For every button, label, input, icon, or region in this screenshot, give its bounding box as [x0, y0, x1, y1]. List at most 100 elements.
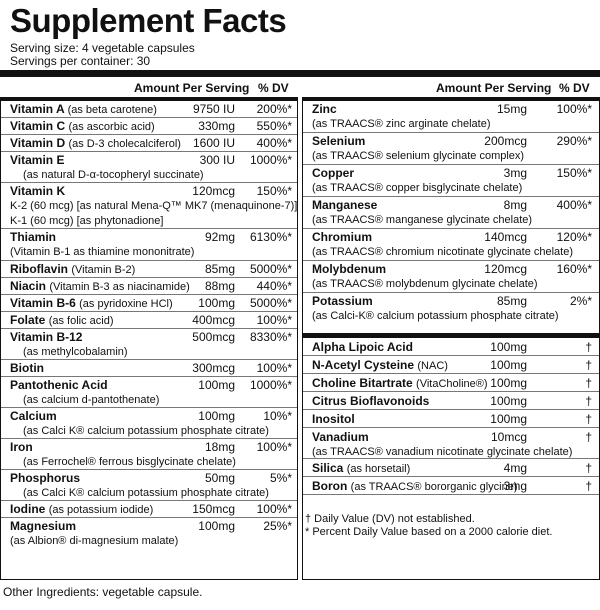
- nutrient-name: N-Acetyl Cysteine (NAC): [312, 358, 448, 374]
- nutrient-name-text: Citrus Bioflavonoids: [312, 394, 430, 408]
- nutrient-row: Calcium 100mg 10%* (as Calci K® calcium pot…: [1, 408, 297, 439]
- nutrient-source-line: (as Calci K® calcium potassium phosphate…: [1, 424, 297, 439]
- nutrient-dv: 400%*: [256, 136, 292, 150]
- nutrient-main-line: Vitamin B-12 500mcg 8330%*: [1, 330, 297, 345]
- nutrient-dv: †: [585, 430, 592, 444]
- nutrient-amount: 100mg: [490, 412, 527, 426]
- right-amount-header: Amount Per Serving: [436, 81, 552, 95]
- nutrient-amount: 120mcg: [192, 184, 235, 198]
- nutrient-row: Alpha Lipoic Acid 100mg †: [303, 338, 599, 356]
- nutrient-name: Alpha Lipoic Acid: [312, 340, 413, 355]
- nutrient-dv: 440%*: [256, 279, 292, 293]
- nutrient-name: Vitamin K: [10, 184, 65, 199]
- nutrient-dv: †: [585, 340, 592, 354]
- nutrient-name: Pantothenic Acid: [10, 378, 108, 393]
- nutrient-qualifier: (as pyridoxine HCl): [79, 298, 173, 310]
- nutrient-dv: 100%*: [256, 502, 292, 516]
- nutrient-source-line: (as methylcobalamin): [1, 345, 297, 360]
- left-nutrient-column: Vitamin A (as beta carotene) 9750 IU 200%*…: [0, 101, 298, 580]
- nutrient-amount: 300 IU: [199, 153, 235, 167]
- nutrient-source: (as calcium d-pantothenate): [23, 394, 160, 406]
- nutrient-dv: †: [585, 461, 592, 475]
- nutrient-name-text: Selenium: [312, 134, 366, 148]
- nutrient-name-text: Pantothenic Acid: [10, 378, 108, 392]
- nutrient-name: Calcium: [10, 409, 57, 424]
- nutrient-name: Vitamin A (as beta carotene): [10, 102, 157, 118]
- nutrient-amount: 85mg: [496, 294, 527, 308]
- servings-per-container: Servings per container: 30: [10, 54, 151, 68]
- nutrient-row: Molybdenum 120mcg 160%* (as TRAACS® molybde…: [303, 261, 599, 293]
- nutrient-name: Manganese: [312, 198, 377, 213]
- nutrient-dv: 10%*: [263, 409, 292, 423]
- nutrient-name-text: Thiamin: [10, 230, 57, 244]
- nutrient-amount: 50mg: [204, 471, 235, 485]
- nutrient-source: (as TRAACS® vanadium nicotinate glycinat…: [312, 446, 573, 458]
- nutrient-name-text: Phosphorus: [10, 471, 81, 485]
- nutrient-name: Potassium: [312, 294, 373, 309]
- nutrient-dv: 120%*: [556, 230, 592, 244]
- nutrient-amount: 3mg: [503, 479, 527, 493]
- nutrient-row: Niacin (Vitamin B-3 as niacinamide) 88mg 4…: [1, 278, 297, 295]
- nutrient-name-text: Chromium: [312, 230, 372, 244]
- nutrient-dv: †: [585, 412, 592, 426]
- nutrient-row: Magnesium 100mg 25%* (as Albion® di-magnesi…: [1, 518, 297, 548]
- nutrient-dv: 160%*: [556, 262, 592, 276]
- nutrient-main-line: Citrus Bioflavonoids 100mg †: [303, 394, 599, 409]
- nutrient-amount: 92mg: [204, 230, 235, 244]
- nutrient-main-line: Manganese 8mg 400%*: [303, 198, 599, 213]
- nutrient-name: Riboflavin (Vitamin B-2): [10, 262, 135, 278]
- nutrient-dv: 550%*: [256, 119, 292, 133]
- nutrient-main-line: Pantothenic Acid 100mg 1000%*: [1, 378, 297, 393]
- nutrient-qualifier: (as potassium iodide): [48, 504, 154, 516]
- nutrient-name-text: N-Acetyl Cysteine: [312, 358, 415, 372]
- nutrient-row: Iron 18mg 100%* (as Ferrochel® ferrous bisg…: [1, 439, 297, 470]
- nutrient-amount: 4mg: [503, 461, 527, 475]
- nutrient-name: Boron (as TRAACS® bororganic glycine): [312, 479, 518, 495]
- nutrient-source: K-1 (60 mcg) [as phytonadione]: [10, 215, 164, 227]
- nutrient-name: Choline Bitartrate (VitaCholine®): [312, 376, 488, 392]
- nutrient-qualifier: (as TRAACS® bororganic glycine): [350, 481, 518, 493]
- other-ingredients: Other Ingredients: vegetable capsule.: [3, 585, 203, 599]
- nutrient-source-line: (as natural D-α-tocopheryl succinate): [1, 168, 297, 183]
- nutrient-qualifier: (NAC): [417, 360, 448, 372]
- nutrient-qualifier: (VitaCholine®): [416, 378, 488, 390]
- nutrient-amount: 8mg: [503, 198, 527, 212]
- nutrient-main-line: Choline Bitartrate (VitaCholine®) 100mg †: [303, 376, 599, 391]
- nutrient-main-line: Folate (as folic acid) 400mcg 100%*: [1, 313, 297, 328]
- nutrient-qualifier: (Vitamin B-3 as niacinamide): [49, 281, 190, 293]
- nutrient-name-text: Zinc: [312, 102, 337, 116]
- nutrient-dv: 6130%*: [249, 230, 292, 244]
- nutrient-source: (as TRAACS® copper bisglycinate chelate): [312, 182, 523, 194]
- nutrient-name: Chromium: [312, 230, 372, 245]
- nutrient-name: Thiamin: [10, 230, 56, 245]
- nutrient-dv: 1000%*: [249, 153, 292, 167]
- nutrient-row: Vanadium 10mcg † (as TRAACS® vanadium nicot…: [303, 428, 599, 459]
- nutrient-amount: 100mg: [198, 296, 235, 310]
- nutrient-name-text: Vitamin A: [10, 102, 65, 116]
- nutrient-row: Pantothenic Acid 100mg 1000%* (as calcium d…: [1, 377, 297, 408]
- nutrient-amount: 150mcg: [192, 502, 235, 516]
- nutrient-row: Vitamin C (as ascorbic acid) 330mg 550%*: [1, 118, 297, 135]
- nutrient-source: (as TRAACS® manganese glycinate chelate): [312, 214, 533, 226]
- nutrient-name-text: Manganese: [312, 198, 378, 212]
- nutrient-source: K-2 (60 mcg) [as natural Mena-Q™ MK7 (me…: [10, 200, 298, 212]
- nutrient-source: (as Albion® di-magnesium malate): [10, 535, 179, 547]
- nutrient-row: Selenium 200mcg 290%* (as TRAACS® selenium …: [303, 133, 599, 165]
- nutrient-main-line: Vitamin K 120mcg 150%*: [1, 184, 297, 199]
- nutrient-main-line: Silica (as horsetail) 4mg †: [303, 461, 599, 476]
- nutrient-qualifier: (as horsetail): [346, 463, 411, 475]
- nutrient-dv: 25%*: [263, 519, 292, 533]
- nutrient-row: Riboflavin (Vitamin B-2) 85mg 5000%*: [1, 261, 297, 278]
- nutrient-source-line: (as TRAACS® selenium glycinate complex): [303, 149, 599, 164]
- thick-divider: [0, 70, 600, 77]
- nutrient-qualifier: (as folic acid): [48, 315, 114, 327]
- nutrient-row: Vitamin B-6 (as pyridoxine HCl) 100mg 5000…: [1, 295, 297, 312]
- nutrient-main-line: Phosphorus 50mg 5%*: [1, 471, 297, 486]
- nutrient-name: Vitamin B-6 (as pyridoxine HCl): [10, 296, 173, 312]
- nutrient-amount: 100mg: [490, 376, 527, 390]
- nutrient-name-text: Folate: [10, 313, 46, 327]
- nutrient-source: (as Calci K® calcium potassium phosphate…: [23, 487, 269, 499]
- left-amount-header: Amount Per Serving: [134, 81, 250, 95]
- right-section-bar: [302, 333, 600, 338]
- nutrient-amount: 120mcg: [484, 262, 527, 276]
